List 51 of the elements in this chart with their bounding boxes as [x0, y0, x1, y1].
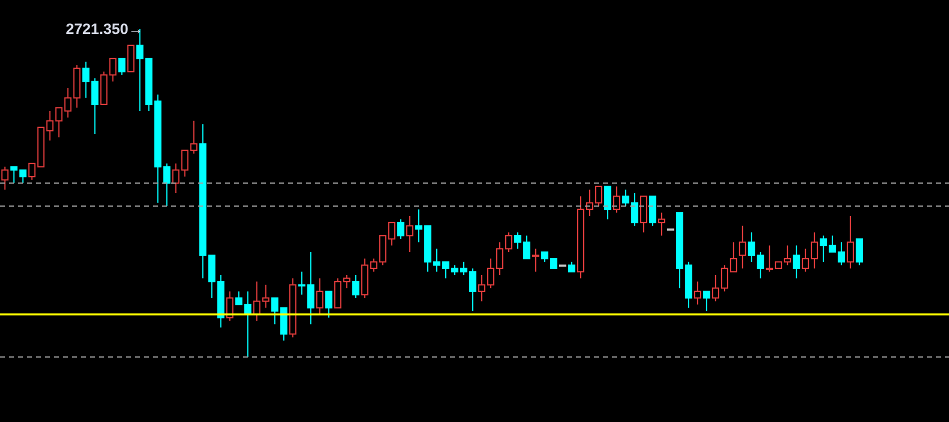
candlestick [64, 87, 72, 118]
candlestick [397, 218, 404, 240]
candlestick [55, 107, 62, 138]
candlestick [594, 186, 602, 207]
candlestick [712, 274, 720, 302]
candlestick [702, 290, 710, 312]
candlestick [856, 238, 864, 266]
candlestick [612, 186, 620, 214]
candlestick [568, 261, 576, 272]
candlestick [82, 61, 90, 98]
candlestick [838, 242, 846, 266]
candlestick [810, 232, 818, 270]
candlestick [487, 258, 494, 289]
candlestick [748, 232, 756, 262]
candlestick [532, 248, 540, 272]
candlestick [694, 280, 702, 306]
candlestick [730, 242, 738, 272]
candlestick [550, 258, 558, 270]
candlestick [19, 169, 26, 184]
candlestick [630, 192, 638, 226]
candlestick [28, 162, 36, 180]
candlestick [792, 244, 800, 279]
candlestick [91, 78, 98, 135]
candlestick [352, 274, 360, 299]
candlestick [10, 166, 18, 184]
candlestick [514, 232, 522, 250]
candlestick [658, 212, 666, 236]
candlestick [756, 251, 764, 279]
candlestick [226, 290, 234, 322]
candlestick [802, 248, 810, 272]
candlestick [118, 58, 126, 76]
candlestick [46, 110, 54, 142]
candlestick [622, 189, 630, 207]
candlestick [316, 278, 324, 315]
candlestick [766, 244, 774, 272]
candlestick [523, 235, 530, 260]
candlestick [586, 189, 594, 217]
candlestick [820, 235, 828, 262]
candlestick [604, 186, 612, 220]
candlestick [406, 215, 414, 253]
annotation: 2721.350→ [66, 21, 144, 38]
candlestick [738, 225, 746, 270]
candlestick [846, 215, 854, 270]
candlestick [541, 251, 548, 262]
candlestick [505, 232, 512, 253]
candlestick [496, 242, 504, 276]
candlestick [828, 235, 836, 253]
candlestick [720, 264, 728, 292]
candlestick [784, 244, 792, 266]
candlestick [325, 290, 332, 318]
candlestick [478, 274, 486, 302]
